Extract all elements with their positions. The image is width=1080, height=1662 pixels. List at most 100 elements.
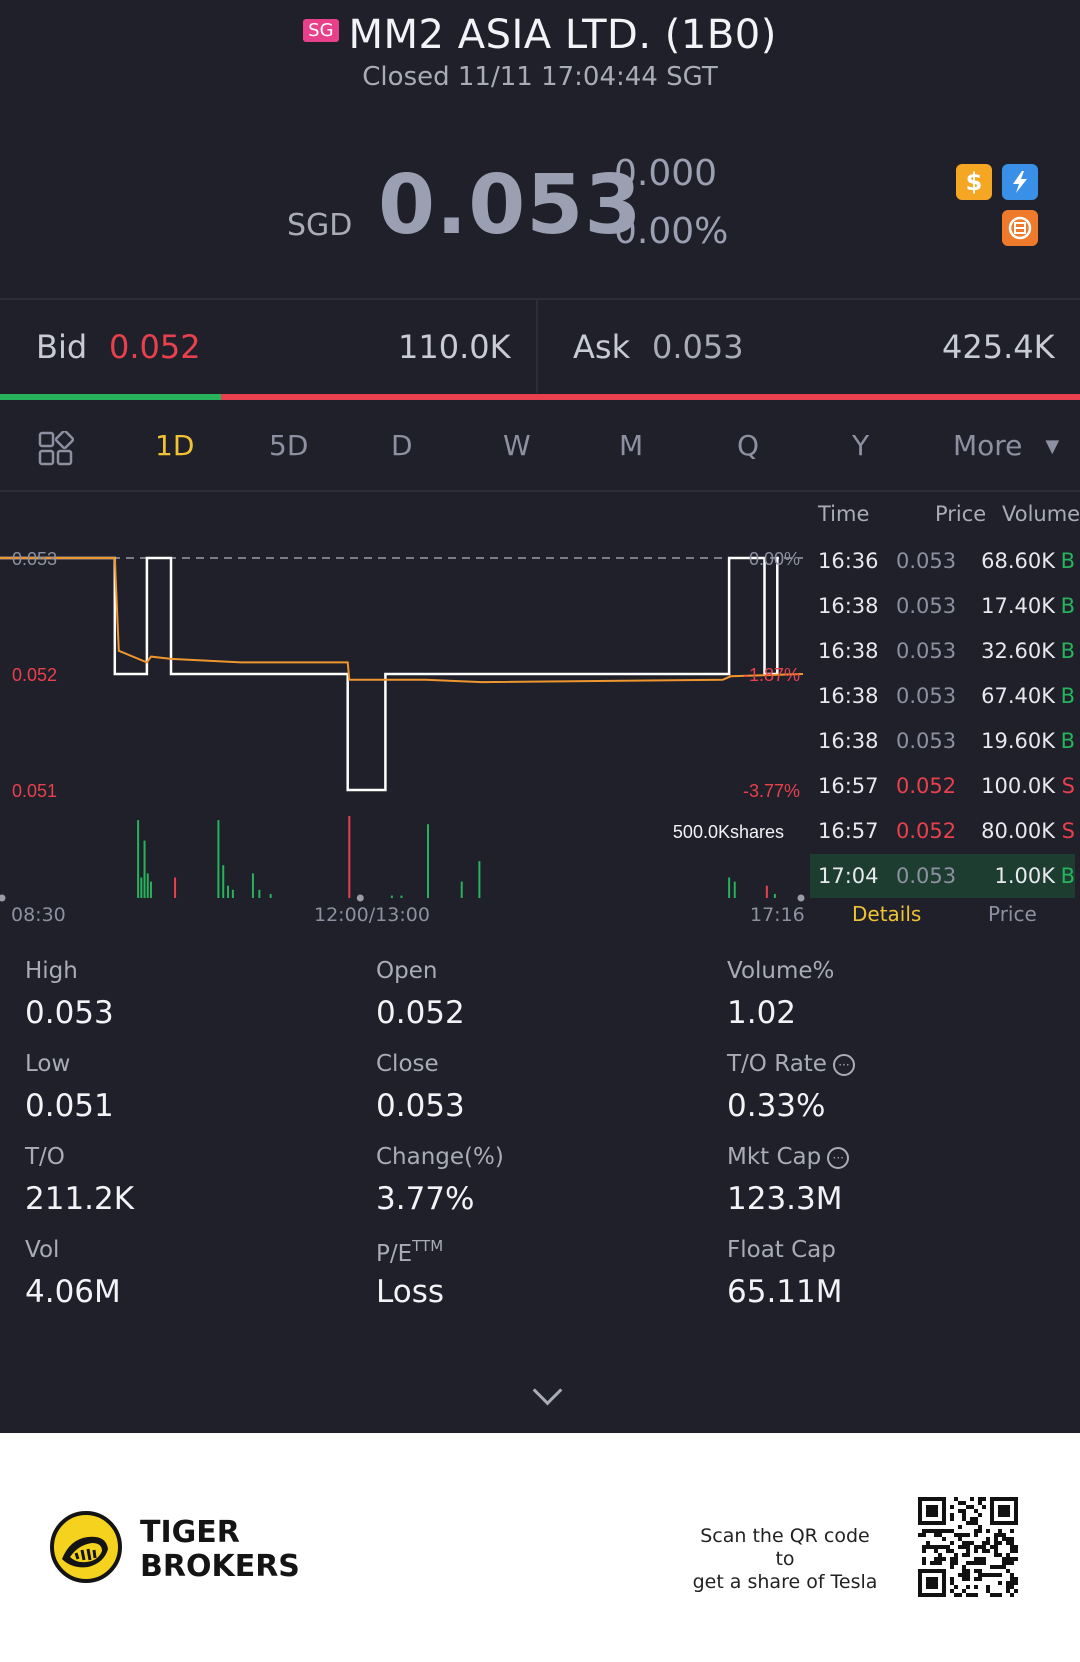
qr-module xyxy=(1010,1537,1014,1541)
qr-module xyxy=(922,1549,926,1553)
qr-module xyxy=(966,1521,970,1525)
qr-module xyxy=(1002,1565,1006,1569)
stat-pe-value: Loss xyxy=(376,1274,444,1310)
bid-label: Bid xyxy=(36,328,88,366)
grid-icon[interactable] xyxy=(38,429,75,471)
bid-ask-panel: Bid 0.052 110.0K Ask 0.053 425.4K xyxy=(0,300,1080,393)
intraday-chart[interactable]: 0.053 0.052 0.051 0.00% -1.87% -3.77% 500.0Ksh… xyxy=(0,492,810,932)
pct-axis-label: -1.87% xyxy=(743,665,800,685)
stat-change-value: 3.77% xyxy=(376,1181,475,1217)
qr-module xyxy=(978,1561,982,1565)
tick-time: 16:38 xyxy=(818,684,879,708)
expand-chevron-icon[interactable] xyxy=(532,1375,563,1406)
tab-quarter[interactable]: Q xyxy=(737,429,760,462)
qr-module xyxy=(958,1537,962,1541)
tick-price: 0.053 xyxy=(896,594,957,618)
qr-module xyxy=(1014,1557,1018,1561)
ticks-header-volume: Volume xyxy=(1002,502,1080,526)
qr-module xyxy=(998,1565,1002,1569)
tab-day[interactable]: D xyxy=(391,429,413,462)
qr-module xyxy=(918,1533,922,1537)
stat-to-rate-text: T/O Rate xyxy=(727,1051,827,1077)
qr-module xyxy=(950,1589,954,1593)
tick-side: B xyxy=(1060,549,1075,573)
qr-module xyxy=(922,1529,926,1533)
qr-module xyxy=(962,1545,966,1549)
tab-details[interactable]: Details xyxy=(852,902,922,926)
info-icon[interactable]: ··· xyxy=(827,1147,850,1169)
stat-low-label: Low xyxy=(25,1051,71,1077)
tick-time: 16:38 xyxy=(818,729,879,753)
qr-module xyxy=(1006,1561,1010,1565)
qr-module xyxy=(1014,1545,1018,1549)
tick-price: 0.053 xyxy=(896,684,957,708)
qr-module xyxy=(930,1561,934,1565)
tick-row: 17:04 0.053 1.00K B xyxy=(810,854,1075,898)
qr-module xyxy=(946,1545,950,1549)
tab-more[interactable]: More ▼ xyxy=(953,429,1059,462)
price-axis-label: 0.052 xyxy=(12,665,57,685)
stat-open-label: Open xyxy=(376,958,438,984)
tick-time: 16:36 xyxy=(818,549,879,573)
qr-module xyxy=(1014,1581,1018,1585)
tab-5d[interactable]: 5D xyxy=(269,429,309,462)
price-axis-label: 0.051 xyxy=(12,781,57,801)
lightning-icon[interactable] xyxy=(1002,164,1038,200)
qr-module xyxy=(986,1549,990,1553)
stat-close-value: 0.053 xyxy=(376,1088,465,1124)
qr-module xyxy=(1014,1549,1018,1553)
period-tabs: 1D 5D D W M Q Y More ▼ xyxy=(0,400,1080,492)
qr-module xyxy=(974,1557,978,1561)
qr-module xyxy=(982,1497,986,1501)
qr-module xyxy=(982,1541,986,1545)
tab-1d[interactable]: 1D xyxy=(155,429,195,462)
tab-price[interactable]: Price xyxy=(988,902,1037,926)
qr-module xyxy=(966,1545,970,1549)
qr-module xyxy=(950,1561,954,1565)
dollar-icon[interactable]: $ xyxy=(956,164,992,200)
qr-module xyxy=(994,1533,998,1537)
qr-module xyxy=(942,1557,946,1561)
qr-module xyxy=(970,1593,974,1597)
info-icon[interactable]: ··· xyxy=(832,1054,855,1076)
qr-module xyxy=(950,1581,954,1585)
qr-module xyxy=(986,1573,990,1577)
qr-module xyxy=(950,1529,954,1533)
tab-year[interactable]: Y xyxy=(852,429,870,462)
qr-module xyxy=(1002,1561,1006,1565)
qr-module xyxy=(950,1541,954,1545)
tick-volume: 32.60K xyxy=(981,639,1055,663)
qr-module xyxy=(978,1529,982,1533)
stat-to-rate-value: 0.33% xyxy=(727,1088,826,1124)
qr-module xyxy=(938,1553,942,1557)
qr-module xyxy=(954,1533,958,1537)
tick-volume: 67.40K xyxy=(981,684,1055,708)
qr-module xyxy=(998,1529,1002,1533)
tick-price: 0.053 xyxy=(896,864,957,888)
qr-module xyxy=(966,1505,970,1509)
qr-module xyxy=(962,1589,966,1593)
tab-month[interactable]: M xyxy=(619,429,644,462)
qr-module xyxy=(966,1533,970,1537)
qr-module xyxy=(926,1529,930,1533)
chip-icon[interactable] xyxy=(1002,210,1038,246)
share-footer: TIGER BROKERS Scan the QR code to get a … xyxy=(0,1433,1080,1662)
qr-module xyxy=(998,1553,1002,1557)
scan-line-2: get a share of Tesla xyxy=(692,1571,878,1593)
qr-module xyxy=(1010,1577,1014,1581)
qr-module xyxy=(966,1585,970,1589)
qr-module xyxy=(946,1529,950,1533)
tab-week[interactable]: W xyxy=(503,429,531,462)
stat-to-label: T/O xyxy=(25,1144,65,1170)
stat-high-label: High xyxy=(25,958,78,984)
qr-module xyxy=(1014,1589,1018,1593)
qr-module xyxy=(966,1593,970,1597)
qr-module xyxy=(978,1573,982,1577)
tick-price: 0.053 xyxy=(896,729,957,753)
tick-volume: 100.0K xyxy=(981,774,1055,798)
qr-module xyxy=(970,1521,974,1525)
qr-module xyxy=(930,1529,934,1533)
qr-module xyxy=(1014,1577,1018,1581)
qr-module xyxy=(994,1549,998,1553)
qr-module xyxy=(962,1501,966,1505)
